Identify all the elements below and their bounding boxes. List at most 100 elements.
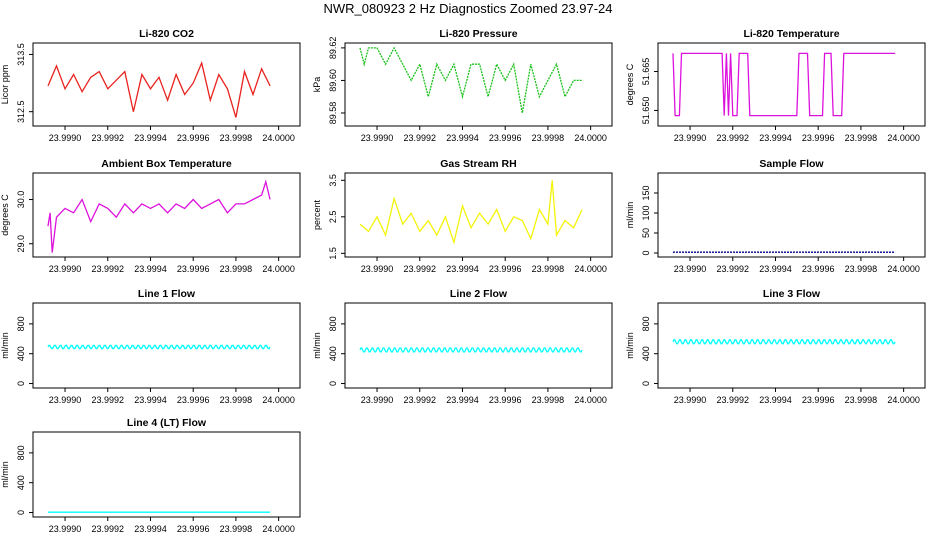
x-tick-label: 23.9996 <box>802 264 835 274</box>
plot-frame <box>344 172 613 258</box>
x-tick-label: 23.9992 <box>716 264 749 274</box>
y-axis-label: kPa <box>312 77 322 93</box>
panel-title: Sample Flow <box>759 158 824 170</box>
x-tick-label: 23.9990 <box>49 395 82 405</box>
x-tick-label: 24.0000 <box>262 395 295 405</box>
panel-title: Gas Stream RH <box>440 158 516 170</box>
y-tick-label: 0 <box>641 381 651 386</box>
x-tick-label: 23.9998 <box>532 395 565 405</box>
panel-line3: Line 3 Flow ml/min 23.9990 23.9992 23.9994 23… <box>625 288 926 405</box>
y-axis-label: degrees C <box>0 194 10 236</box>
x-tick-label: 23.9994 <box>446 264 479 274</box>
y-tick-label: 51.665 <box>641 58 651 86</box>
panel-boxtemp: Ambient Box Temperature degrees C 23.9990 2… <box>0 158 301 274</box>
x-tick-label: 23.9996 <box>489 395 522 405</box>
plot-frame <box>32 302 301 389</box>
x-tick-label: 23.9990 <box>674 133 707 143</box>
panel-pressure: Li-820 Pressure kPa 23.9990 23.9992 23.9994 2… <box>312 28 613 143</box>
panel-title: Li-820 Temperature <box>743 28 839 40</box>
series-line <box>672 52 896 117</box>
x-tick-label: 23.9998 <box>845 264 878 274</box>
x-tick-label: 24.0000 <box>574 133 607 143</box>
x-tick-label: 23.9990 <box>361 133 394 143</box>
x-tick-label: 23.9996 <box>177 524 210 534</box>
y-tick-label: 3.5 <box>328 174 338 187</box>
x-tick-label: 23.9990 <box>361 395 394 405</box>
panel-line2: Line 2 Flow ml/min 23.9990 23.9992 23.9994 23… <box>312 288 613 405</box>
plot-frame <box>344 302 613 389</box>
x-tick-label: 23.9994 <box>759 264 792 274</box>
y-tick-label: 0 <box>328 381 338 386</box>
y-tick-label: 100 <box>641 205 651 220</box>
panel-title: Line 4 (LT) Flow <box>127 417 207 429</box>
series-line <box>359 347 583 353</box>
x-tick-label: 24.0000 <box>574 264 607 274</box>
x-tick-label: 23.9992 <box>91 395 124 405</box>
y-tick-label: 312.5 <box>16 100 26 123</box>
y-axis-label: Licor ppm <box>0 65 10 105</box>
series-line <box>672 339 896 345</box>
panel-title: Li-820 CO2 <box>139 28 194 40</box>
x-tick-label: 23.9990 <box>674 264 707 274</box>
x-tick-label: 23.9990 <box>674 395 707 405</box>
x-tick-label: 24.0000 <box>887 264 920 274</box>
plot-frame <box>32 42 301 127</box>
y-tick-label: 400 <box>16 475 26 490</box>
plot-frame <box>657 172 926 258</box>
y-axis-label: ml/min <box>0 332 10 359</box>
series-line <box>359 46 583 114</box>
x-tick-label: 23.9992 <box>91 524 124 534</box>
series-line <box>47 344 271 350</box>
y-tick-label: 400 <box>16 346 26 361</box>
plot-frame <box>657 302 926 389</box>
x-tick-label: 24.0000 <box>887 395 920 405</box>
y-tick-label: 800 <box>16 316 26 331</box>
x-tick-label: 23.9996 <box>177 264 210 274</box>
x-tick-label: 23.9998 <box>532 133 565 143</box>
y-tick-label: 0 <box>641 250 651 255</box>
y-axis-label: degrees C <box>625 63 635 105</box>
plot-frame <box>657 42 926 127</box>
x-tick-label: 23.9994 <box>446 133 479 143</box>
x-tick-label: 23.9996 <box>177 133 210 143</box>
panel-rh: Gas Stream RH percent 23.9990 23.9992 23.999… <box>312 158 613 274</box>
x-tick-label: 23.9992 <box>91 264 124 274</box>
x-tick-label: 23.9990 <box>49 264 82 274</box>
panel-temp: Li-820 Temperature degrees C 23.9990 23.999… <box>625 28 926 143</box>
x-tick-label: 24.0000 <box>262 264 295 274</box>
x-tick-label: 23.9992 <box>403 395 436 405</box>
x-tick-label: 23.9996 <box>489 133 522 143</box>
x-tick-label: 23.9998 <box>532 264 565 274</box>
y-tick-label: 400 <box>641 346 651 361</box>
y-tick-label: 29.0 <box>16 235 26 253</box>
y-axis-label: percent <box>312 199 322 230</box>
y-tick-label: 800 <box>328 316 338 331</box>
x-tick-label: 23.9992 <box>716 133 749 143</box>
y-tick-label: 0 <box>16 510 26 515</box>
panel-co2: Li-820 CO2 Licor ppm 23.9990 23.9992 23.9994… <box>0 28 301 143</box>
x-tick-label: 23.9998 <box>845 395 878 405</box>
y-axis-label: ml/min <box>625 332 635 359</box>
y-axis-label: ml/min <box>312 332 322 359</box>
y-tick-label: 400 <box>328 346 338 361</box>
x-tick-label: 23.9994 <box>446 395 479 405</box>
y-tick-label: 313.5 <box>16 43 26 66</box>
x-tick-label: 23.9994 <box>759 395 792 405</box>
x-tick-label: 23.9992 <box>716 395 749 405</box>
panel-title: Ambient Box Temperature <box>101 158 232 170</box>
x-tick-label: 23.9992 <box>91 133 124 143</box>
y-tick-label: 0 <box>16 381 26 386</box>
x-tick-label: 24.0000 <box>887 133 920 143</box>
y-tick-label: 1.5 <box>328 247 338 260</box>
y-axis-label: ml/min <box>625 202 635 229</box>
x-tick-label: 23.9994 <box>134 264 167 274</box>
y-tick-label: 800 <box>641 316 651 331</box>
x-tick-label: 23.9990 <box>49 524 82 534</box>
plot-frame <box>32 431 301 518</box>
y-tick-label: 50 <box>641 228 651 238</box>
x-tick-label: 23.9996 <box>177 395 210 405</box>
y-tick-label: 89.60 <box>328 69 338 92</box>
x-tick-label: 23.9994 <box>134 524 167 534</box>
y-tick-label: 2.5 <box>328 211 338 224</box>
